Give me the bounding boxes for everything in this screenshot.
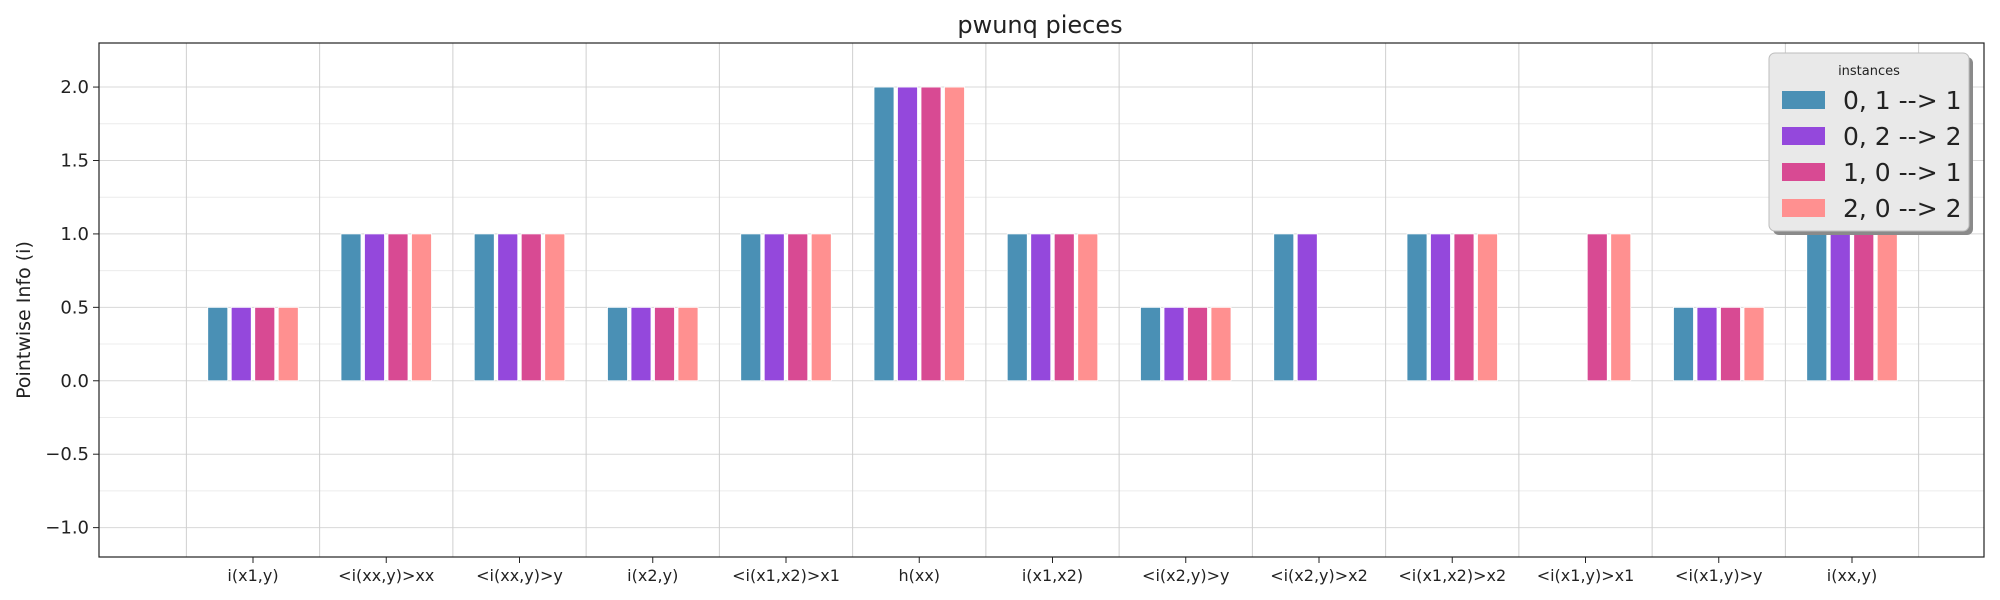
legend-items: 0, 1 --> 1 0, 2 --> 2 1, 0 --> 1 2, 0 --> 2 bbox=[1782, 86, 1962, 223]
y-tick-label: −1.0 bbox=[45, 518, 89, 539]
bar bbox=[1053, 233, 1075, 382]
bar bbox=[1806, 233, 1828, 382]
bar bbox=[544, 233, 566, 382]
bar bbox=[1853, 233, 1875, 382]
plot-frame bbox=[98, 42, 1985, 558]
x-tick-label: <i(xx,y)>xx bbox=[338, 566, 434, 585]
bar bbox=[364, 233, 385, 382]
bar bbox=[1586, 233, 1608, 382]
x-tick-label: <i(x2,y)>x2 bbox=[1270, 566, 1368, 585]
bar bbox=[654, 306, 675, 382]
y-tick-label: −0.5 bbox=[45, 444, 89, 465]
legend-swatch bbox=[1782, 127, 1825, 145]
bar bbox=[1406, 233, 1428, 382]
bar bbox=[1430, 233, 1451, 382]
bar bbox=[473, 233, 495, 382]
bar bbox=[1477, 233, 1498, 382]
bar bbox=[1210, 306, 1232, 382]
bar bbox=[740, 233, 762, 382]
y-tick-label: 0.0 bbox=[60, 371, 89, 392]
bar bbox=[1077, 233, 1099, 382]
x-tick-label: <i(xx,y)>y bbox=[476, 566, 563, 585]
bar bbox=[411, 233, 432, 382]
y-ticks: 2.0 1.5 1.0 0.5 0.0 −0.5 −1.0 bbox=[45, 77, 99, 539]
bar bbox=[1743, 306, 1765, 382]
bar bbox=[1140, 306, 1161, 382]
chart-title: pwunq pieces bbox=[957, 11, 1122, 39]
bar bbox=[1006, 233, 1028, 382]
bar bbox=[1296, 233, 1318, 382]
bar bbox=[810, 233, 832, 382]
x-tick-label: <i(x1,y)>x1 bbox=[1537, 566, 1635, 585]
legend-label: 1, 0 --> 1 bbox=[1843, 158, 1962, 187]
legend-swatch bbox=[1782, 163, 1825, 181]
bar bbox=[1876, 233, 1898, 382]
bar bbox=[1453, 233, 1475, 382]
legend-label: 0, 2 --> 2 bbox=[1843, 122, 1962, 151]
legend-label: 2, 0 --> 2 bbox=[1843, 194, 1962, 223]
bar bbox=[1696, 306, 1718, 382]
bar bbox=[763, 233, 785, 382]
bars-layer bbox=[207, 86, 1898, 382]
y-tick-label: 2.0 bbox=[60, 77, 89, 98]
bar bbox=[230, 306, 252, 382]
bar bbox=[1030, 233, 1052, 382]
x-tick-label: <i(x1,y)>y bbox=[1675, 566, 1762, 585]
bar bbox=[920, 86, 942, 382]
bar bbox=[1163, 306, 1185, 382]
legend-label: 0, 1 --> 1 bbox=[1843, 86, 1962, 115]
bar bbox=[630, 306, 652, 382]
bar bbox=[520, 233, 542, 382]
bar bbox=[677, 306, 699, 382]
legend: instances 0, 1 --> 1 0, 2 --> 2 1, 0 --> 1… bbox=[1768, 52, 1973, 235]
bar bbox=[873, 86, 895, 382]
bar bbox=[1610, 233, 1632, 382]
x-tick-label: i(x1,x2) bbox=[1022, 566, 1083, 585]
bar bbox=[897, 86, 918, 382]
bar bbox=[207, 306, 229, 382]
bar bbox=[787, 233, 809, 382]
y-tick-label: 0.5 bbox=[60, 297, 89, 318]
legend-title: instances bbox=[1838, 64, 1900, 79]
x-ticks: i(x1,y) <i(xx,y)>xx <i(xx,y)>y i(x2,y) <i(x1… bbox=[227, 557, 1877, 585]
y-tick-label: 1.5 bbox=[60, 150, 89, 171]
bar bbox=[1720, 306, 1741, 382]
bar bbox=[254, 306, 276, 382]
x-tick-label: <i(x2,y)>y bbox=[1142, 566, 1229, 585]
x-tick-label: i(x1,y) bbox=[227, 566, 278, 585]
bar bbox=[340, 233, 362, 382]
legend-swatch bbox=[1782, 199, 1825, 217]
bar bbox=[944, 86, 965, 382]
x-tick-label: i(xx,y) bbox=[1827, 566, 1877, 585]
x-tick-label: i(x2,y) bbox=[627, 566, 678, 585]
x-tick-label: h(xx) bbox=[898, 566, 940, 585]
y-axis-label: Pointwise Info (i) bbox=[13, 241, 35, 399]
bar bbox=[277, 306, 299, 382]
bar bbox=[1273, 233, 1295, 382]
bar bbox=[1829, 233, 1851, 382]
legend-swatch bbox=[1782, 91, 1825, 109]
y-tick-label: 1.0 bbox=[60, 224, 89, 245]
x-tick-label: <i(x1,x2)>x2 bbox=[1398, 566, 1506, 585]
x-tick-label: <i(x1,x2)>x1 bbox=[732, 566, 840, 585]
bar bbox=[1187, 306, 1208, 382]
bar bbox=[1673, 306, 1694, 382]
bar bbox=[607, 306, 628, 382]
bar bbox=[497, 233, 519, 382]
bar bbox=[387, 233, 409, 382]
